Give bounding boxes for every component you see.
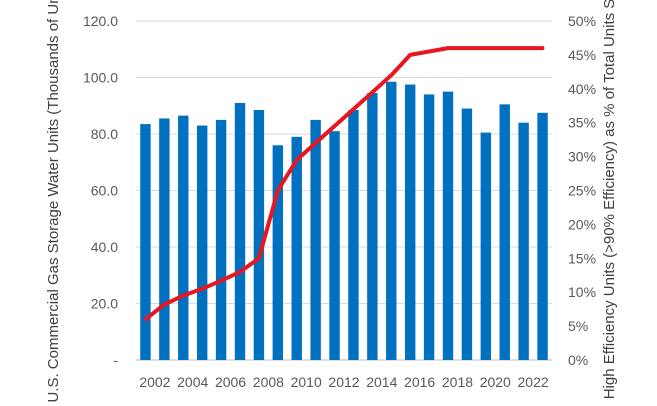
x-tick-label: 2018	[442, 374, 473, 390]
y-axis-right-title: High Efficiency Units (>90% Efficiency) …	[601, 0, 618, 399]
y-axis-left-title-line-1: U.S. Commercial Gas Storage Water Units …	[45, 0, 62, 403]
bar	[442, 91, 454, 360]
bar-series	[140, 81, 548, 361]
y-right-tick-label: 45%	[568, 47, 596, 63]
bar	[499, 104, 510, 361]
x-tick-label: 2012	[328, 374, 359, 390]
y-right-tick-label: 10%	[568, 284, 596, 300]
bar	[310, 119, 321, 360]
y-right-tick-label: 5%	[568, 318, 588, 334]
bar	[367, 93, 378, 360]
axes: - 20.0 40.0 60.0 80.0 100.0 120.0 0% 5% 10% 15% 20%…	[83, 13, 596, 390]
line-series	[143, 46, 545, 322]
y-left-tick-label: 20.0	[91, 296, 118, 312]
y-right-tick-label: 20%	[568, 216, 596, 232]
bar	[461, 108, 473, 360]
y-right-tick-label: 15%	[568, 250, 596, 266]
y-right-tick-label: 35%	[568, 115, 596, 131]
bar	[480, 132, 492, 360]
y-left-tick-label: 40.0	[91, 239, 118, 255]
bar	[518, 122, 529, 360]
y-right-tick-label: 40%	[568, 81, 596, 97]
bar	[253, 109, 265, 360]
y-axis-left-title: U.S. Commercial Gas Storage Water Units …	[45, 0, 62, 403]
bar	[537, 112, 548, 360]
bar	[329, 131, 340, 360]
x-tick-label: 2010	[291, 374, 322, 390]
x-tick-label: 2016	[404, 374, 435, 390]
y-left-tick-label: 60.0	[91, 183, 118, 199]
x-tick-label: 2014	[366, 374, 397, 390]
bar	[178, 115, 189, 360]
bar	[348, 109, 359, 360]
y-left-tick-label: -	[113, 352, 118, 368]
bar	[291, 136, 302, 360]
x-tick-label: 2002	[139, 374, 170, 390]
bar	[386, 81, 397, 361]
x-tick-label: 2008	[253, 374, 284, 390]
y-left-tick-label: 80.0	[91, 126, 118, 142]
bar	[140, 124, 151, 360]
y-right-tick-label: 50%	[568, 13, 596, 29]
y-right-tick-label: 25%	[568, 183, 596, 199]
x-tick-label: 2020	[480, 374, 511, 390]
y-axis-right-title-line-1: High Efficiency Units (>90% Efficiency) …	[601, 0, 618, 399]
bar	[159, 118, 170, 361]
bar	[215, 119, 227, 360]
bar	[272, 145, 284, 360]
bar	[423, 94, 435, 360]
bar	[196, 125, 208, 361]
x-tick-label: 2004	[177, 374, 208, 390]
series-line	[143, 46, 545, 322]
bar	[404, 84, 416, 360]
y-right-tick-label: 0%	[568, 352, 588, 368]
y-right-tick-label: 30%	[568, 149, 596, 165]
y-left-tick-label: 120.0	[83, 13, 118, 29]
x-tick-label: 2006	[215, 374, 246, 390]
y-left-tick-label: 100.0	[83, 70, 118, 86]
x-tick-label: 2022	[518, 374, 549, 390]
bar	[234, 102, 246, 361]
